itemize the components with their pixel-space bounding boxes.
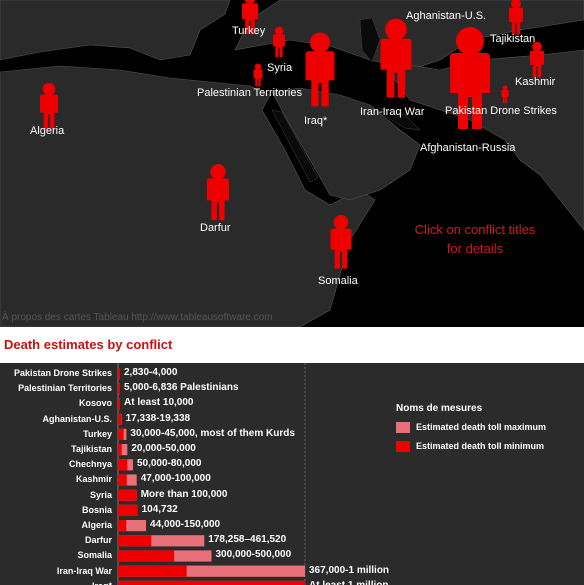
bar-max-tajikistan[interactable] <box>118 444 128 456</box>
bar-min-turkey[interactable] <box>118 428 124 440</box>
data-label-darfur: 178,258–461,520 <box>208 534 287 546</box>
data-label-bosnia: 104,732 <box>141 503 178 515</box>
legend-item-max[interactable]: Estimated death toll maximum <box>396 421 547 434</box>
bar-min-algeria[interactable] <box>118 520 127 532</box>
category-label-kosovo[interactable]: Kosovo <box>78 398 112 409</box>
map-label-algeria[interactable]: Algeria <box>30 125 65 137</box>
person-icon-tajikistan[interactable] <box>509 0 523 35</box>
chart-title-bar: Death estimates by conflict <box>0 327 584 363</box>
person-markers[interactable] <box>40 0 544 269</box>
person-icon-aghanistan-u-s[interactable] <box>380 18 412 98</box>
data-label-pakistan-drone-strikes: 2,830-4,000 <box>124 367 178 378</box>
category-label-pakistan-drone-strikes[interactable]: Pakistan Drone Strikes <box>13 368 112 378</box>
data-label-tajikistan: 20,000-50,000 <box>131 443 196 454</box>
data-label-iran-iraq-war: 367,000-1 million <box>309 564 390 576</box>
bar-min-tajikistan[interactable] <box>118 444 122 456</box>
map-label-iraq[interactable]: Iraq* <box>304 115 328 127</box>
bar-min-syria[interactable] <box>118 489 137 501</box>
map-label-aghanistan-u-s[interactable]: Aghanistan-U.S. <box>406 10 487 22</box>
map-label-afghanistan-russia[interactable]: Afghanistan-Russia <box>420 142 516 154</box>
category-label-aghanistan-u-s[interactable]: Aghanistan-U.S. <box>42 413 112 424</box>
bar-min-chechnya[interactable] <box>118 459 128 471</box>
map-label-palestinian-territories[interactable]: Palestinian Territories <box>197 87 302 99</box>
data-label-chechnya: 50,000-80,000 <box>136 458 202 470</box>
bar-min-iran-iraq-war[interactable] <box>118 565 187 577</box>
person-icon-turkey[interactable] <box>242 0 258 34</box>
sea-caspian <box>359 17 381 63</box>
data-label-iraq: At least 1 million <box>309 579 388 585</box>
data-label-palestinian-territories: 5,000-6,836 Palestinians <box>124 382 239 394</box>
legend-title: Noms de mesures <box>396 403 483 414</box>
person-icon-algeria[interactable] <box>40 82 58 129</box>
map-label-syria[interactable]: Syria <box>267 62 293 74</box>
category-label-turkey[interactable]: Turkey <box>83 428 112 439</box>
data-label-kosovo: At least 10,000 <box>124 397 194 409</box>
click-hint: Click on conflict titles for details <box>414 222 536 256</box>
person-icon-pakistan-drone-strikes[interactable] <box>450 27 490 129</box>
land-europe-africa <box>0 0 231 61</box>
person-icon-iraq[interactable] <box>305 32 335 107</box>
person-icon-palestinian-territories[interactable] <box>273 26 285 58</box>
category-label-tajikistan[interactable]: Tajikistan <box>71 444 112 454</box>
legend-item-min[interactable]: Estimated death toll minimum <box>396 440 545 453</box>
bar-min-kashmir[interactable] <box>118 474 127 486</box>
category-label-bosnia[interactable]: Bosnia <box>81 504 112 515</box>
category-label-chechnya[interactable]: Chechnya <box>68 459 112 470</box>
death-estimates-chart[interactable]: Pakistan Drone Strikes 2,830-4,000 Palesti… <box>0 363 584 585</box>
map-label-turkey[interactable]: Turkey <box>232 25 266 37</box>
data-label-aghanistan-u-s: 17,338-19,338 <box>125 412 191 424</box>
bar-min-kosovo[interactable] <box>118 398 120 410</box>
bar-min-palestinian-territories[interactable] <box>118 383 120 395</box>
map-label-kashmir[interactable]: Kashmir <box>515 76 556 88</box>
map-label-somalia[interactable]: Somalia <box>318 275 358 287</box>
chart-title: Death estimates by conflict <box>4 337 173 352</box>
bar-min-darfur[interactable] <box>118 535 152 547</box>
person-icon-darfur[interactable] <box>207 164 229 221</box>
category-label-darfur[interactable]: Darfur <box>84 535 112 546</box>
map-background <box>0 0 584 327</box>
data-label-turkey: 30,000-45,000, most of them Kurds <box>130 427 295 439</box>
map-label-darfur[interactable]: Darfur <box>200 222 231 234</box>
data-label-algeria: 44,000-150,000 <box>150 519 221 530</box>
land-arabia <box>271 87 421 201</box>
land-north-africa <box>0 65 376 327</box>
bar-chart-svg <box>117 363 306 585</box>
sea-persian-gulf <box>379 107 421 131</box>
person-icon-syria[interactable] <box>253 63 263 87</box>
map-attribution[interactable]: À propos des cartes Tableau http://www.t… <box>2 312 273 323</box>
category-label-algeria[interactable]: Algeria <box>81 520 112 530</box>
bar-min-aghanistan-u-s[interactable] <box>118 413 122 425</box>
category-label-palestinian-territories[interactable]: Palestinian Territories <box>18 383 112 394</box>
legend-label-min: Estimated death toll minimum <box>416 441 545 451</box>
category-label-somalia[interactable]: Somalia <box>77 550 112 561</box>
person-icon-iran-iraq-war[interactable] <box>501 85 509 104</box>
category-label-iraq[interactable]: Iraq* <box>0 579 112 585</box>
legend-swatch-max <box>396 422 410 434</box>
legend-swatch-min <box>396 441 410 453</box>
bar-max-darfur[interactable] <box>118 535 205 547</box>
map-label-iran-iraq-war[interactable]: Iran-Iraq War <box>360 106 425 118</box>
data-label-somalia: 300,000-500,000 <box>215 549 292 561</box>
category-label-kashmir[interactable]: Kashmir <box>75 474 112 485</box>
person-icon-kashmir[interactable] <box>530 41 544 78</box>
bar-max-kashmir[interactable] <box>118 474 137 486</box>
category-label-iran-iraq-war[interactable]: Iran-Iraq War <box>56 565 112 576</box>
map-label-pakistan-drone-strikes[interactable]: Pakistan Drone Strikes <box>445 105 557 117</box>
bar-min-somalia[interactable] <box>118 550 175 562</box>
legend-label-max: Estimated death toll maximum <box>416 422 547 432</box>
bar-min-pakistan-drone-strikes[interactable] <box>118 368 120 380</box>
bar-max-iran-iraq-war[interactable] <box>118 565 305 577</box>
category-label-syria[interactable]: Syria <box>89 489 112 500</box>
map-label-tajikistan[interactable]: Tajikistan <box>490 33 536 45</box>
sea-red <box>271 109 319 183</box>
data-label-syria: More than 100,000 <box>140 488 228 500</box>
bar-min-iraq[interactable] <box>118 580 305 585</box>
conflict-map[interactable]: Algeria Turkey Syria Palestinian Territorie… <box>0 0 584 327</box>
data-label-kashmir: 47,000-100,000 <box>140 473 211 485</box>
bar-min-bosnia[interactable] <box>118 504 138 516</box>
person-icon-somalia[interactable] <box>330 215 352 269</box>
bar-max-algeria[interactable] <box>118 520 147 532</box>
